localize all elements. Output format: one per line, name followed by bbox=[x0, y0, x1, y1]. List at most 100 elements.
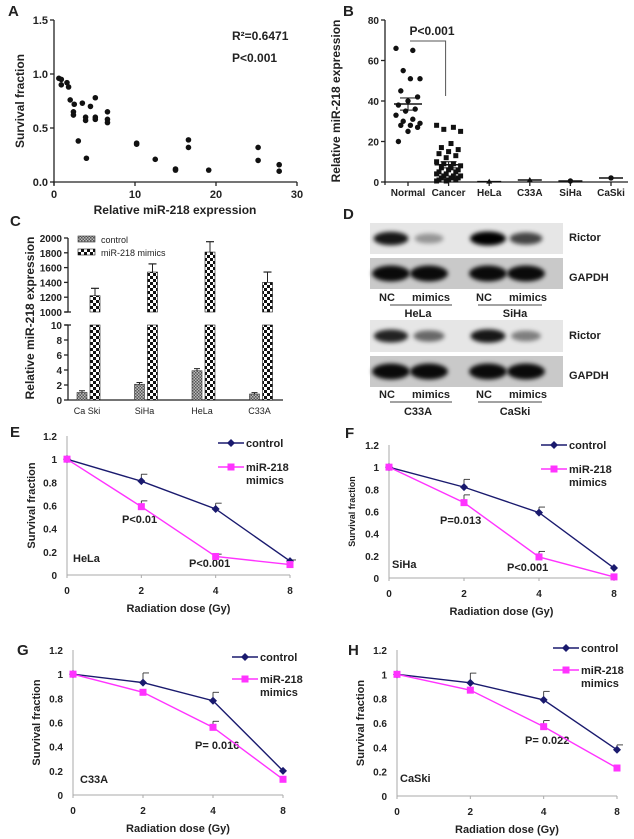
protein-band bbox=[470, 329, 506, 343]
blot-row-label: Rictor bbox=[569, 330, 602, 342]
y-tick-label: 0.2 bbox=[365, 552, 379, 563]
cell-line-label: C33A bbox=[404, 406, 432, 418]
legend-marker bbox=[227, 463, 235, 471]
panel-c-bar-chart: 1000 1200 1400 1600 1800 2000 0 2 4 6 8 10 Relative … bbox=[23, 234, 283, 416]
data-marker-control bbox=[460, 483, 468, 492]
legend-label: miR-218 bbox=[246, 462, 289, 474]
y-axis-label: Survival fraction bbox=[31, 679, 43, 765]
p-value-annotation: P<0.001 bbox=[189, 558, 230, 570]
data-point bbox=[205, 167, 212, 173]
legend-label: control bbox=[246, 438, 283, 450]
y-tick-label: 1.2 bbox=[43, 432, 57, 443]
x-tick-label: C33A bbox=[517, 188, 543, 199]
data-point bbox=[64, 79, 70, 86]
legend-label: miR-218 bbox=[581, 665, 624, 677]
y-tick-label: 2 bbox=[56, 381, 62, 392]
data-point bbox=[185, 144, 192, 151]
y-tick-label: 1 bbox=[51, 455, 57, 466]
data-marker-mimics bbox=[279, 775, 287, 783]
p-value-annotation: P<0.001 bbox=[232, 51, 277, 65]
protein-band bbox=[373, 231, 409, 246]
data-point bbox=[448, 141, 454, 147]
blot-row-label: GAPDH bbox=[569, 272, 609, 284]
data-point bbox=[443, 155, 449, 161]
data-point bbox=[92, 116, 99, 123]
x-tick-label: 8 bbox=[287, 586, 293, 597]
bar-mimics-lower bbox=[262, 324, 273, 401]
x-tick-label: Cancer bbox=[432, 188, 466, 199]
data-point bbox=[402, 108, 409, 114]
y-axis-label: Survival fraction bbox=[355, 680, 367, 766]
data-point bbox=[393, 45, 399, 52]
y-tick-label: 1 bbox=[381, 670, 387, 681]
data-point bbox=[152, 156, 159, 163]
panel-letter: B bbox=[343, 3, 354, 20]
x-tick-label: 30 bbox=[291, 189, 303, 201]
y-tick-label: 0.0 bbox=[33, 177, 48, 189]
protein-band bbox=[410, 363, 448, 380]
series-line bbox=[396, 673, 618, 769]
protein-band bbox=[470, 231, 506, 246]
data-point bbox=[398, 88, 404, 94]
y-tick-label: 1.5 bbox=[33, 15, 48, 27]
bar-control bbox=[134, 383, 145, 401]
data-point bbox=[410, 116, 416, 122]
y-tick-label: 0.6 bbox=[43, 502, 57, 513]
x-tick-label: 0 bbox=[394, 807, 400, 818]
data-point bbox=[458, 163, 464, 169]
y-tick-label: 0.8 bbox=[49, 694, 63, 705]
y-tick-label: 0.2 bbox=[49, 767, 63, 778]
panel-letter: C bbox=[10, 213, 21, 230]
y-tick-label: 0 bbox=[381, 792, 387, 803]
data-point bbox=[441, 126, 447, 132]
y-tick-label: 0.5 bbox=[33, 123, 48, 135]
data-point bbox=[417, 120, 423, 126]
y-tick-label: 40 bbox=[368, 97, 380, 108]
y-tick-label: 10 bbox=[51, 321, 63, 332]
x-tick-label: 10 bbox=[129, 189, 141, 201]
y-tick-label: 1.2 bbox=[373, 646, 387, 657]
cell-line-label: C33A bbox=[80, 774, 108, 786]
series-line bbox=[396, 673, 618, 751]
panel-letter: F bbox=[345, 425, 354, 442]
data-point bbox=[83, 155, 90, 162]
data-marker-mimics bbox=[535, 553, 543, 561]
x-tick-label: 8 bbox=[611, 589, 617, 600]
panel-d-western-blot: Rictor GAPDH Rictor GAPDH NC mimics NC mimics He… bbox=[370, 223, 609, 418]
legend-label: miR-218 bbox=[260, 674, 303, 686]
x-axis-label: Radiation dose (Gy) bbox=[126, 823, 230, 835]
lane-label: mimics bbox=[509, 389, 547, 401]
cell-line-label: HeLa bbox=[73, 553, 101, 565]
y-tick-label: 1000 bbox=[40, 308, 63, 319]
x-tick-label: 8 bbox=[614, 807, 620, 818]
data-marker-mimics bbox=[69, 670, 77, 678]
data-point bbox=[434, 178, 440, 184]
y-axis-label: Survival fraction bbox=[347, 476, 357, 547]
data-point bbox=[393, 112, 399, 118]
lane-label: mimics bbox=[412, 292, 450, 304]
protein-band bbox=[507, 265, 545, 282]
legend-label: mimics bbox=[569, 477, 607, 489]
x-axis-label: Radiation dose (Gy) bbox=[450, 606, 554, 618]
bar-control bbox=[76, 392, 88, 401]
p-value-annotation: P=0.013 bbox=[440, 515, 481, 527]
data-point bbox=[255, 144, 261, 151]
data-marker-mimics bbox=[393, 670, 401, 678]
protein-band bbox=[372, 265, 410, 282]
y-tick-label: 1.2 bbox=[49, 646, 63, 657]
data-point bbox=[436, 151, 442, 157]
legend-marker bbox=[227, 439, 235, 447]
data-point bbox=[104, 119, 111, 126]
data-point bbox=[58, 82, 65, 88]
data-marker-mimics bbox=[286, 561, 294, 569]
y-axis-label: Survival fraction bbox=[13, 54, 27, 148]
legend-swatch-control bbox=[77, 235, 96, 243]
data-marker-control bbox=[610, 564, 618, 573]
y-tick-label: 0 bbox=[56, 396, 62, 407]
data-point bbox=[67, 97, 73, 103]
lane-label: mimics bbox=[509, 292, 547, 304]
x-tick-label: 4 bbox=[541, 807, 547, 818]
data-marker-mimics bbox=[209, 723, 217, 731]
bar-mimics-upper bbox=[147, 271, 158, 313]
x-axis-label: Radiation dose (Gy) bbox=[127, 603, 231, 615]
